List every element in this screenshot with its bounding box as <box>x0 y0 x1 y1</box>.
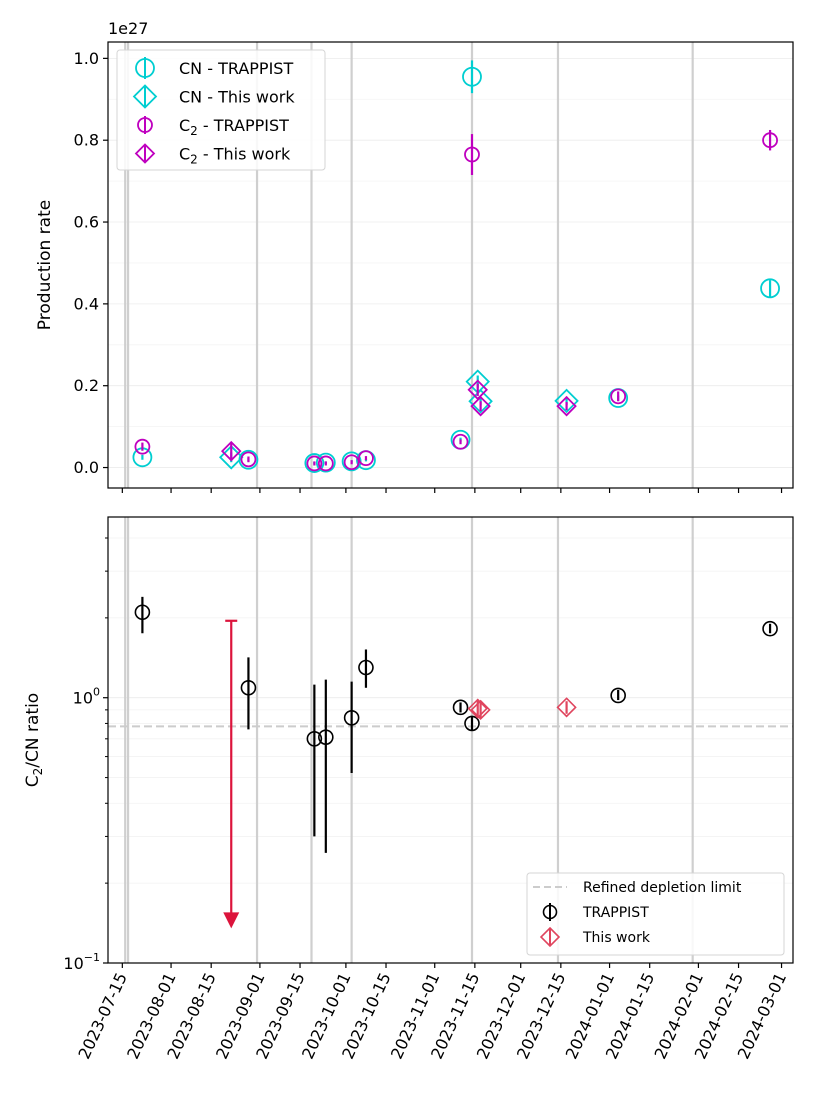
tick-label-base: 10 <box>63 954 83 973</box>
c2-trappist-point <box>464 146 480 163</box>
legend-label-subscript: 2 <box>190 124 198 138</box>
this-work-ratio-point <box>467 698 488 719</box>
top-y-tick-label: 1.0 <box>74 49 99 68</box>
legend-label-main: C <box>179 145 190 164</box>
bottom-legend-box <box>526 872 785 956</box>
production-rate-panel: 0.00.20.40.60.81.0 1e27 Production rate … <box>35 19 794 493</box>
top-legend-label: C2 - TRAPPIST <box>179 116 289 138</box>
c2-trappist-point <box>306 455 323 472</box>
trappist-ratio-point <box>464 715 480 732</box>
bottom-x-ticks: 2023-07-152023-08-012023-08-152023-09-01… <box>74 963 790 1062</box>
bottom-data-marks <box>108 596 793 929</box>
trappist-ratio-point <box>762 620 778 637</box>
cn-trappist-point <box>760 278 780 299</box>
tick-label-exponent: 0 <box>93 686 100 699</box>
legend-diamond-marker <box>134 143 156 164</box>
cn-trappist-point <box>304 453 325 473</box>
c2-trappist-point <box>343 454 360 471</box>
bottom-axes-frame <box>107 516 794 964</box>
bottom-legend: Refined depletion limit TRAPPIST This work <box>526 872 785 956</box>
trappist-ratio-point <box>610 687 626 704</box>
trappist-ratio-point <box>358 659 374 676</box>
legend-label-rest: - TRAPPIST <box>198 116 289 135</box>
cn-trappist-point <box>462 66 482 87</box>
this-work-ratio-point <box>470 699 491 720</box>
c2-trappist-point <box>610 388 627 405</box>
top-legend-box <box>116 49 326 171</box>
trappist-ratio-point <box>240 679 257 696</box>
legend-circle-marker <box>135 58 155 78</box>
top-y-tick-label: 0.0 <box>74 458 99 477</box>
x-tick-label: 2023-07-15 <box>74 970 131 1062</box>
legend-label-rest: - This work <box>198 145 291 164</box>
c2-this-work-point <box>556 395 577 417</box>
tick-label-exponent: −1 <box>84 951 100 964</box>
top-offset-label: 1e27 <box>108 19 148 38</box>
bottom-y-tick-label: 100 <box>73 686 100 708</box>
c2-this-work-point <box>470 395 491 417</box>
top-data-marks <box>132 60 780 473</box>
trappist-ratio-point <box>343 710 360 726</box>
bottom-legend-label: This work <box>582 930 651 946</box>
legend-diamond-marker <box>539 926 561 948</box>
tick-label-base: 10 <box>73 689 93 708</box>
c2-trappist-point <box>452 433 469 450</box>
top-y-tick-label: 0.4 <box>74 294 99 313</box>
legend-diamond-marker <box>132 84 158 109</box>
legend-label-subscript: 2 <box>190 153 198 167</box>
legend-circle-marker <box>542 904 558 920</box>
trappist-ratio-point <box>306 731 323 747</box>
top-x-ticks <box>121 488 783 493</box>
this-work-ratio-point <box>556 697 577 718</box>
legend-label-main: C <box>179 116 190 135</box>
c2-trappist-point <box>762 132 778 149</box>
top-y-tick-label: 0.2 <box>74 376 99 395</box>
top-legend-label: C2 - This work <box>179 145 291 167</box>
bottom-legend-label: Refined depletion limit <box>583 880 742 896</box>
c2-trappist-point <box>317 455 334 472</box>
bottom-y-tick-label: 10−1 <box>63 951 100 973</box>
top-y-tick-label: 0.8 <box>74 131 99 150</box>
c2-trappist-point <box>240 451 257 468</box>
legend-circle-marker <box>137 117 153 133</box>
upper-limit-arrowhead <box>223 912 240 929</box>
top-y-tick-label: 0.6 <box>74 213 99 232</box>
top-y-ticks: 0.0 0.2 0.4 0.6 0.8 1.0 <box>74 49 108 477</box>
trappist-ratio-point <box>452 699 469 716</box>
top-y-axis-label: Production rate <box>35 200 55 330</box>
bottom-y-axis-label: C2/CN ratio <box>23 693 45 787</box>
top-legend-label: CN - TRAPPIST <box>179 59 293 78</box>
c2-this-work-point <box>220 440 242 462</box>
cn-this-work-point <box>554 388 579 414</box>
top-axes-frame <box>107 41 794 489</box>
c2-trappist-point <box>358 450 374 467</box>
cn-this-work-point <box>468 388 493 414</box>
trappist-ratio-point <box>134 604 151 621</box>
top-legend-label: CN - This work <box>179 88 295 107</box>
cn-trappist-point <box>315 452 336 473</box>
c2-trappist-point <box>134 438 151 455</box>
trappist-ratio-point <box>318 729 334 745</box>
bottom-legend-label: TRAPPIST <box>582 905 649 921</box>
